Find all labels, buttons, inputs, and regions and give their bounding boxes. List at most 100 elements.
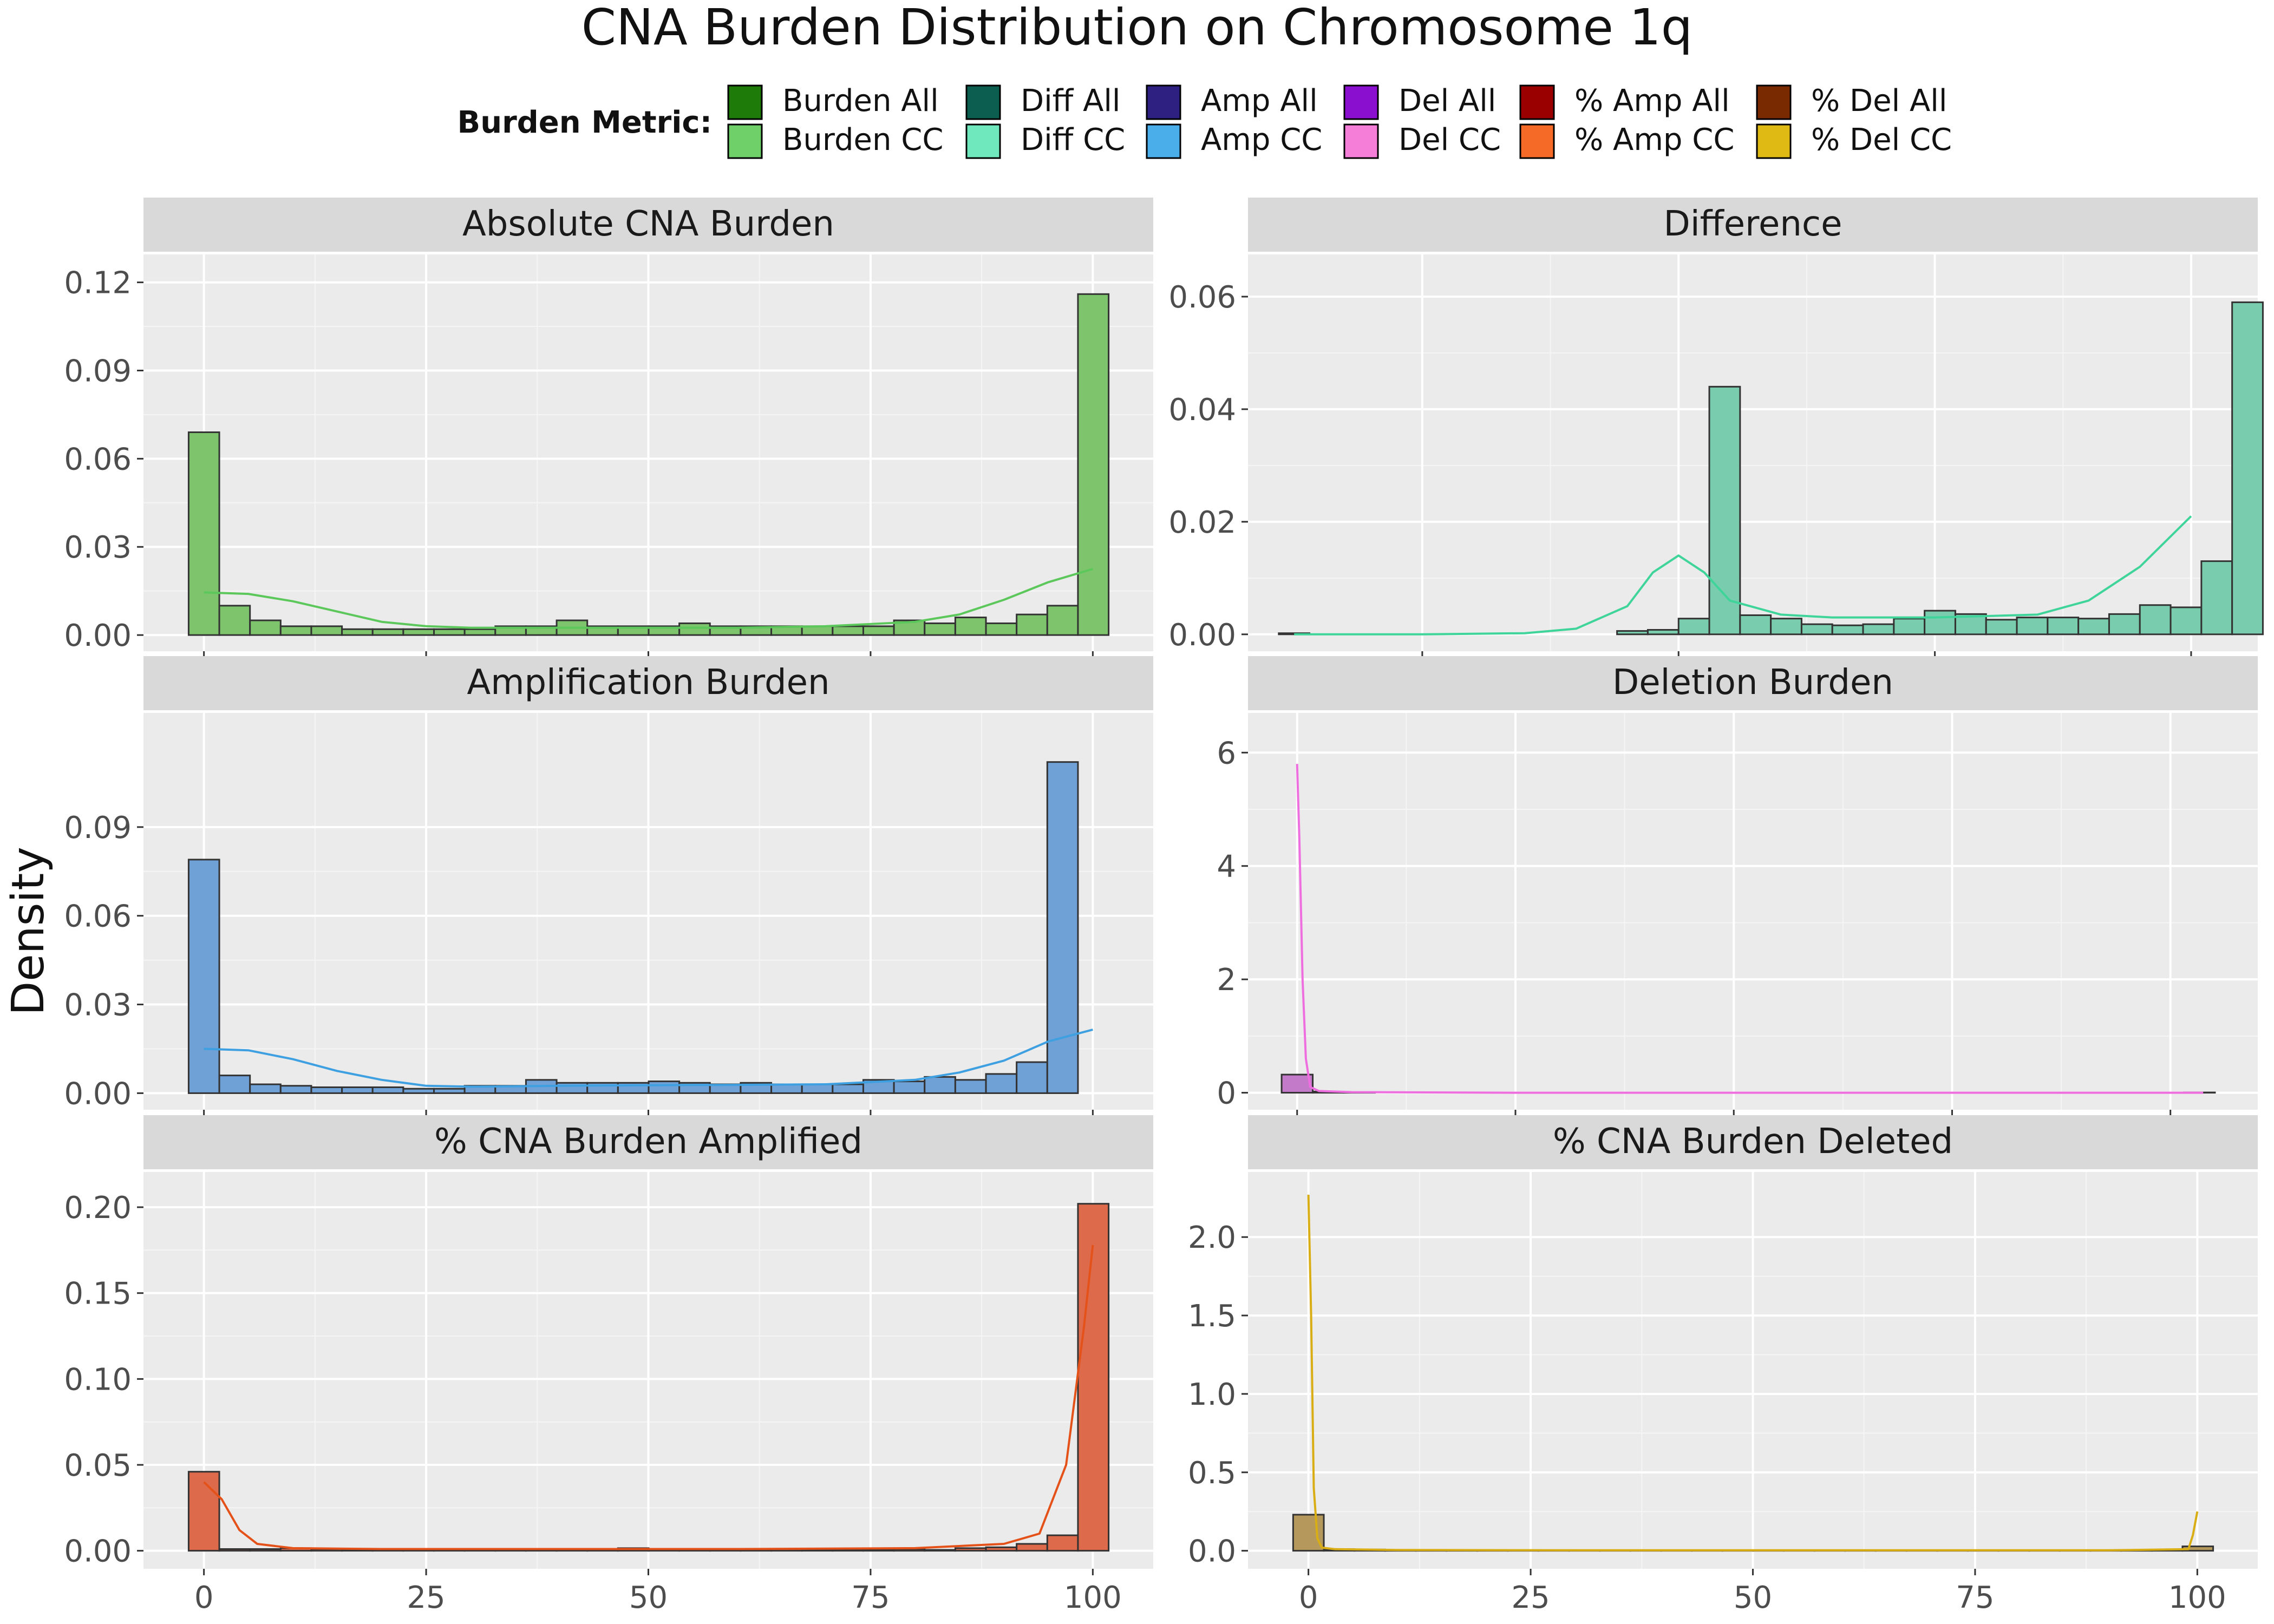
y-tick-label: 0.06 [1168, 280, 1236, 315]
legend-swatch [965, 84, 1001, 120]
legend-swatch [1343, 84, 1379, 120]
histogram-bar [985, 622, 1018, 636]
legend-swatch [1519, 123, 1555, 159]
panel-background [1248, 713, 2258, 1110]
panel-5: % CNA Burden Amplified 0 25 50 75 100 0.00 0.05… [64, 1115, 1153, 1615]
y-tick-label: 0.10 [64, 1362, 132, 1397]
legend-label: Diff CC [1021, 122, 1125, 158]
histogram-bar [893, 1081, 926, 1094]
histogram-bar [1280, 1073, 1314, 1094]
histogram-bar [1862, 623, 1895, 636]
y-tick-label: 0.04 [1168, 392, 1236, 428]
x-tick-label: 25 [1511, 1580, 1550, 1615]
legend-label: Amp All [1201, 83, 1318, 119]
x-tick-label: 0 [1299, 1580, 1318, 1615]
histogram-bar [249, 619, 282, 636]
legend-item: % Del CC [1756, 122, 1952, 159]
legend-item: Diff CC [965, 122, 1125, 159]
legend-label: Del All [1399, 83, 1496, 119]
legend-swatch [1756, 123, 1792, 159]
y-tick-label: 0.05 [64, 1448, 132, 1483]
facet-title: % CNA Burden Amplified [434, 1122, 862, 1162]
y-tick-label: 0.09 [64, 810, 132, 846]
histogram-bar [985, 1073, 1018, 1094]
facet-title: Amplification Burden [467, 663, 829, 703]
histogram-bar [2108, 613, 2141, 636]
panel-2: Difference-500501000.000.020.040.06 [1168, 198, 2264, 698]
y-tick-label: 0.06 [64, 899, 132, 934]
legend-item: Diff All [965, 83, 1121, 120]
histogram-bar [1739, 614, 1772, 636]
facet-title: Absolute CNA Burden [462, 204, 834, 244]
facet-strip [143, 1115, 1153, 1169]
x-tick-label: 25 [407, 1580, 445, 1615]
histogram-bar [402, 1088, 435, 1094]
panel-1: Absolute CNA Burden02550751000.000.030.0… [64, 198, 1153, 698]
panel-6: % CNA Burden Deleted 0 25 50 75 100 0.0 0.5 1.0 1… [1188, 1115, 2258, 1615]
legend-swatch [965, 123, 1001, 159]
histogram-bar [1046, 1534, 1079, 1552]
y-tick-label: 4 [1217, 849, 1236, 885]
histogram-bar [249, 1083, 282, 1094]
histogram-bar [893, 619, 926, 636]
x-tick-label: 100 [1064, 1580, 1122, 1615]
histogram-bar [2016, 617, 2049, 636]
histogram-bar [341, 1549, 374, 1552]
histogram-bar [433, 1088, 466, 1094]
histogram-bar [832, 1083, 864, 1094]
histogram-bar [310, 1086, 343, 1094]
histogram-bar [678, 622, 711, 636]
legend-item: Del CC [1343, 122, 1501, 159]
x-tick-label: 75 [851, 1580, 890, 1615]
histogram-bar [1016, 613, 1048, 636]
histogram-bar [924, 1549, 956, 1552]
panel-4: Deletion Burden0204060800246 [1217, 656, 2258, 1156]
y-tick-label: 0 [1217, 1076, 1236, 1111]
histogram-bar [2200, 560, 2233, 636]
x-tick-label: 75 [1956, 1580, 1994, 1615]
legend-item: Burden All [727, 83, 939, 120]
density-curve [203, 1245, 1094, 1550]
legend-swatch [1343, 123, 1379, 159]
x-tick-label: 50 [1734, 1580, 1772, 1615]
facet-strip [1248, 1115, 2258, 1169]
histogram-bar [1646, 628, 1680, 636]
histogram-bar [218, 605, 251, 636]
histogram-bar [862, 625, 895, 636]
histogram-bar [1077, 1203, 1110, 1552]
histogram-bar [924, 622, 956, 636]
facet-strip [1248, 198, 2258, 252]
legend-label: Burden CC [782, 122, 943, 158]
legend-swatch [727, 84, 763, 120]
legend-swatch [1519, 84, 1555, 120]
histogram-bar [1924, 610, 1956, 636]
y-tick-label: 0.00 [1168, 618, 1236, 653]
y-tick-label: 0.0 [1188, 1534, 1236, 1569]
y-tick-label: 1.0 [1188, 1377, 1236, 1412]
legend-item: % Del All [1756, 83, 1947, 120]
histogram-bar [954, 617, 987, 636]
histogram-bar [801, 1549, 834, 1552]
density-curve [1307, 1194, 2199, 1551]
histogram-bar [463, 628, 496, 636]
y-tick-label: 0.15 [64, 1276, 132, 1312]
legend-swatch [1146, 84, 1181, 120]
histogram-bar [1046, 761, 1079, 1094]
histogram-bar [2170, 606, 2203, 636]
histogram-bar [1893, 618, 1926, 636]
histogram-bar [433, 628, 466, 636]
facet-title: Deletion Burden [1612, 663, 1893, 703]
y-axis-label: Density [3, 847, 54, 1016]
y-tick-label: 0.5 [1188, 1456, 1236, 1491]
facet-title: % CNA Burden Deleted [1553, 1122, 1953, 1162]
panel-grid: Absolute CNA Burden02550751000.000.030.0… [64, 198, 2264, 1615]
histogram-bar [218, 1548, 251, 1552]
density-curve [204, 568, 1093, 629]
density-curve [1296, 764, 2204, 1094]
y-tick-label: 0.12 [64, 266, 132, 301]
legend-label: Burden All [782, 83, 939, 119]
histogram-bar [1046, 605, 1079, 636]
legend-label: % Amp CC [1574, 122, 1734, 158]
legend-label: Del CC [1399, 122, 1501, 158]
histogram-bar [832, 1549, 864, 1552]
